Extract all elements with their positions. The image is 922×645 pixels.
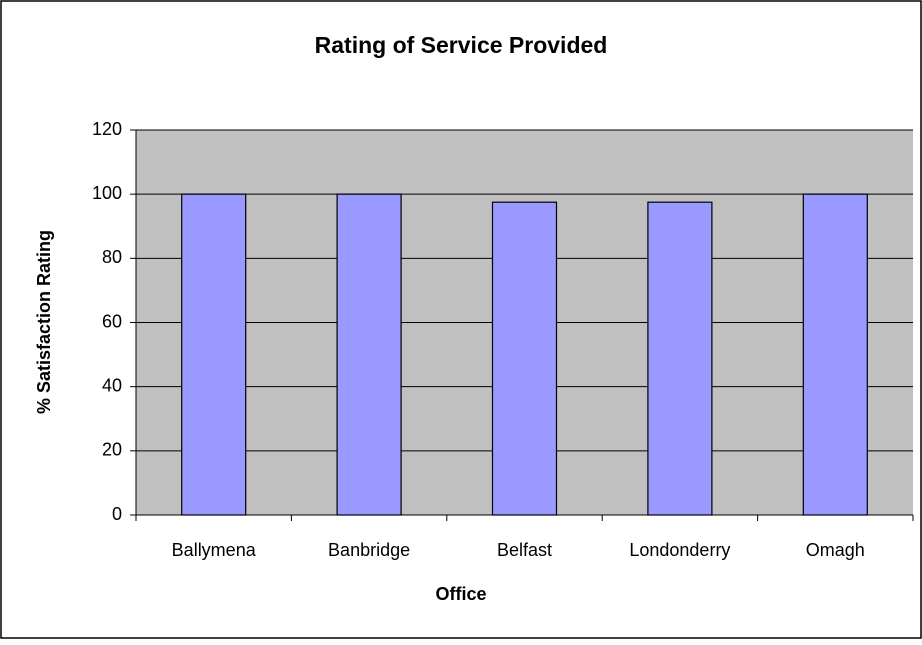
x-tick-label: Londonderry (629, 540, 730, 560)
y-tick-label: 40 (102, 375, 122, 395)
chart-title: Rating of Service Provided (315, 32, 608, 58)
bar (181, 193, 247, 516)
x-tick-label: Banbridge (328, 540, 410, 560)
y-tick-label: 80 (102, 247, 122, 267)
y-tick-label: 0 (112, 504, 122, 524)
bar (336, 193, 402, 516)
bar (647, 201, 713, 516)
y-axis-label: % Satisfaction Rating (34, 230, 54, 414)
y-tick-label: 100 (92, 183, 122, 203)
y-tick-label: 60 (102, 311, 122, 331)
y-tick-label: 20 (102, 440, 122, 460)
x-tick-label: Omagh (806, 540, 865, 560)
y-tick-label: 120 (92, 119, 122, 139)
bar (802, 193, 868, 516)
x-tick-label: Ballymena (172, 540, 257, 560)
bar (491, 201, 558, 516)
x-tick-label: Belfast (497, 540, 552, 560)
x-axis-label: Office (435, 584, 486, 604)
